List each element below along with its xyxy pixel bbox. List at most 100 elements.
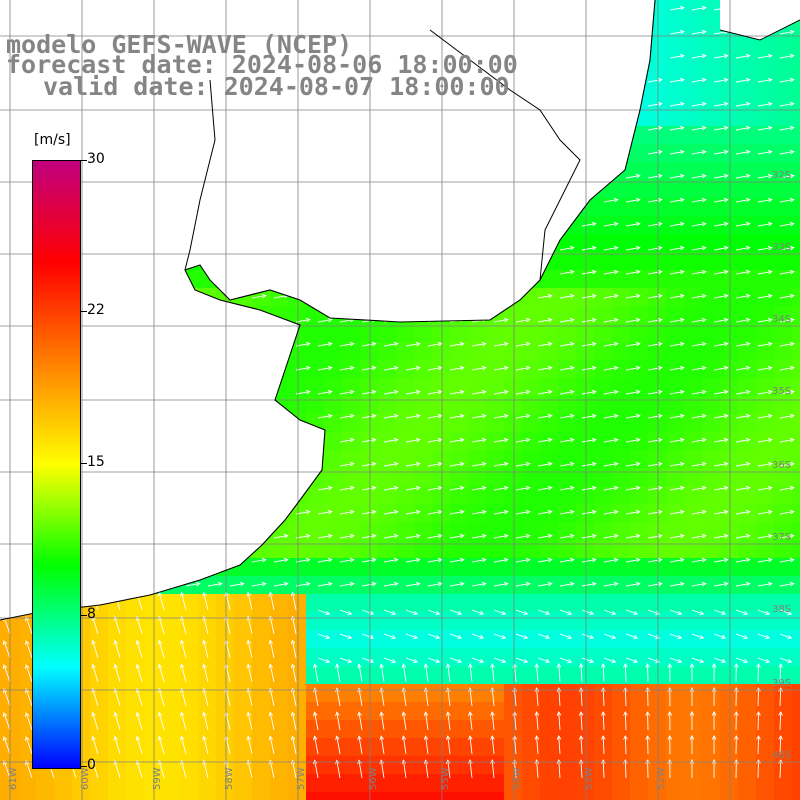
wind-arrow xyxy=(713,533,729,539)
wind-arrow xyxy=(581,533,597,539)
wind-arrow xyxy=(713,53,729,59)
wind-arrow xyxy=(339,413,355,419)
wind-arrow xyxy=(559,413,575,419)
wind-arrow xyxy=(625,245,641,251)
wind-arrow xyxy=(713,557,729,563)
lat-label: 35S xyxy=(772,386,791,397)
wind-arrow xyxy=(515,657,529,664)
wind-arrow xyxy=(647,197,663,203)
wind-arrow xyxy=(757,317,773,323)
wind-arrow xyxy=(625,317,641,323)
wind-arrow xyxy=(113,735,121,755)
title-forecast-date: forecast date: 2024-08-06 18:00:00 xyxy=(6,50,518,79)
wind-arrow xyxy=(691,461,707,467)
wind-arrow xyxy=(471,437,487,443)
wind-arrow xyxy=(578,711,584,731)
wind-arrow xyxy=(135,591,143,611)
wind-arrow xyxy=(757,485,773,491)
wind-arrow xyxy=(735,149,751,155)
colorbar-tick xyxy=(80,615,87,616)
wind-arrow xyxy=(290,663,297,683)
wind-arrow xyxy=(691,269,707,275)
wind-arrow xyxy=(405,485,421,491)
title-valid-date: valid date: 2024-08-07 18:00:00 xyxy=(43,72,510,101)
colorbar-tick xyxy=(80,463,87,464)
wind-arrow xyxy=(691,557,707,563)
wind-arrow xyxy=(713,341,729,347)
wind-arrow xyxy=(623,711,628,731)
wind-arrow xyxy=(667,711,673,731)
wind-arrow xyxy=(268,711,275,731)
wind-arrow xyxy=(623,735,628,755)
wind-arrow xyxy=(603,581,619,587)
wind-arrow xyxy=(202,759,209,779)
wind-arrow xyxy=(757,509,773,515)
wind-arrow xyxy=(449,557,465,563)
wind-arrow xyxy=(317,633,331,640)
wind-arrow xyxy=(713,269,729,275)
wind-arrow xyxy=(647,149,663,155)
wind-arrow xyxy=(779,125,795,131)
wind-arrow xyxy=(691,317,707,323)
wind-arrow xyxy=(405,461,421,467)
wind-arrow xyxy=(669,581,685,587)
wind-arrow xyxy=(471,341,487,347)
wind-arrow xyxy=(317,389,333,395)
wind-arrow xyxy=(493,413,509,419)
wind-arrow xyxy=(713,633,727,640)
wind-arrow xyxy=(603,485,619,491)
wind-arrow xyxy=(735,533,751,539)
wind-arrow xyxy=(335,663,341,683)
lon-label: 58W xyxy=(224,767,235,790)
wind-arrow xyxy=(246,759,253,779)
wind-arrow xyxy=(339,485,355,491)
wind-arrow xyxy=(581,461,597,467)
wind-arrow xyxy=(493,557,509,563)
wind-arrow xyxy=(493,389,509,395)
wind-arrow xyxy=(379,735,385,755)
wind-arrow xyxy=(559,609,573,616)
wind-arrow xyxy=(357,735,363,755)
wind-arrow xyxy=(290,639,297,659)
wind-arrow xyxy=(647,77,663,83)
wind-arrow xyxy=(779,437,795,443)
wind-arrow xyxy=(493,533,509,539)
wind-arrow xyxy=(157,735,165,755)
lat-label: 38S xyxy=(772,604,791,615)
wind-arrow xyxy=(669,29,685,35)
wind-arrow xyxy=(246,639,253,659)
colorbar-label-30: 30 xyxy=(87,151,105,167)
wind-arrow xyxy=(625,557,641,563)
lat-label: 37S xyxy=(772,532,791,543)
wind-arrow xyxy=(268,663,275,683)
wind-arrow xyxy=(471,413,487,419)
wind-arrow xyxy=(647,633,661,640)
wind-arrow xyxy=(735,221,751,227)
wind-arrow xyxy=(757,245,773,251)
wind-arrow xyxy=(735,53,751,59)
wind-arrow xyxy=(25,760,33,779)
wind-arrow xyxy=(691,29,707,35)
wind-arrow xyxy=(691,581,707,587)
wind-arrow xyxy=(779,101,795,107)
wind-arrow xyxy=(339,633,353,640)
wind-arrow xyxy=(691,149,707,155)
wind-arrow xyxy=(290,687,297,707)
wind-arrow xyxy=(691,125,707,131)
wind-arrow xyxy=(669,245,685,251)
wind-arrow xyxy=(268,759,275,779)
wind-arrow xyxy=(779,461,795,467)
wind-arrow xyxy=(405,437,421,443)
wind-arrow xyxy=(669,53,685,59)
wind-arrow xyxy=(691,341,707,347)
wind-arrow xyxy=(603,557,619,563)
lon-label: 55W xyxy=(440,767,451,790)
wind-arrow xyxy=(603,221,619,227)
wind-arrow xyxy=(757,269,773,275)
wind-arrow xyxy=(449,509,465,515)
wind-arrow xyxy=(559,245,575,251)
wind-arrow xyxy=(735,341,751,347)
wind-arrow xyxy=(779,509,795,515)
wind-arrow xyxy=(623,663,628,683)
wind-arrow xyxy=(556,663,562,683)
